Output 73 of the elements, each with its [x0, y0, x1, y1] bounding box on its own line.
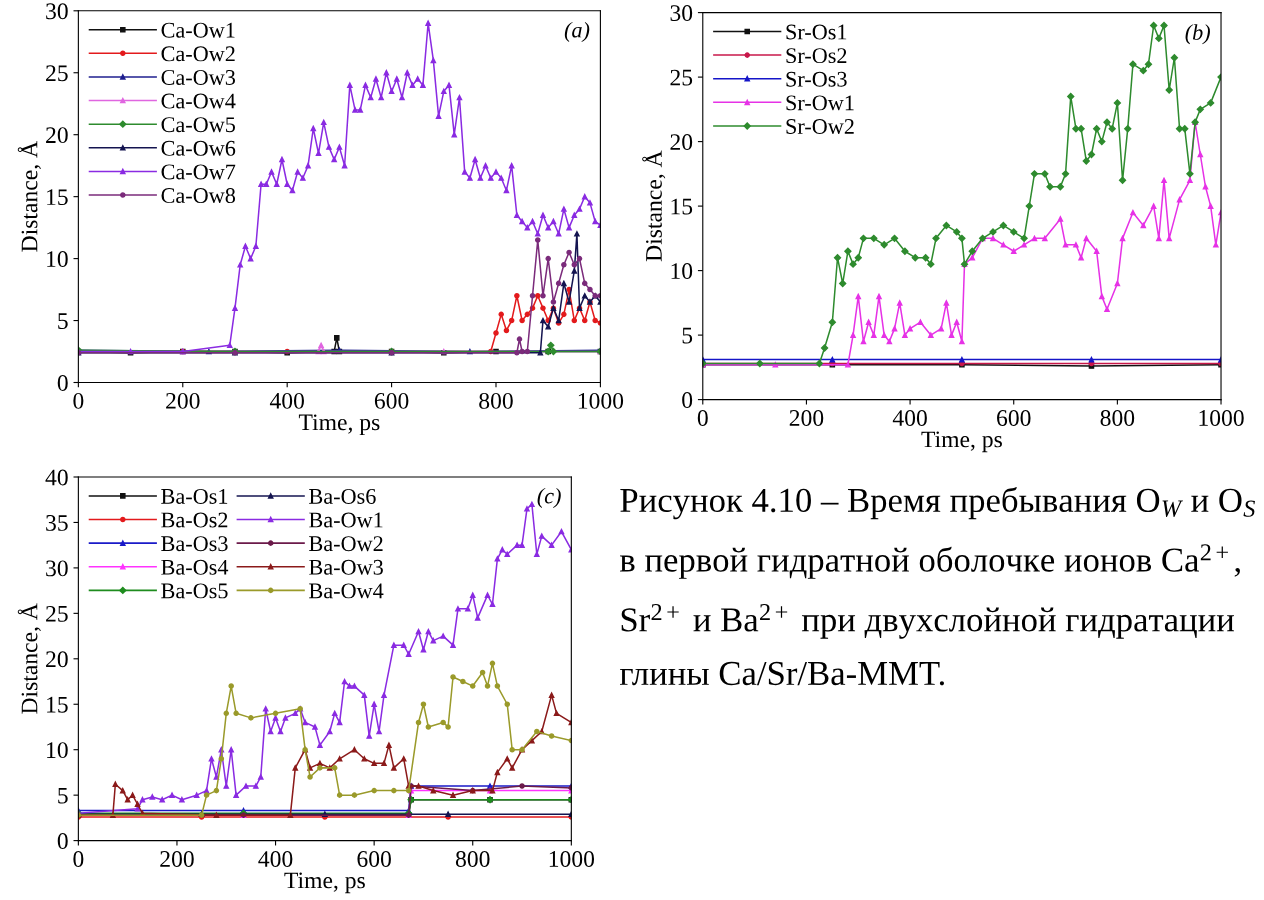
y-tick-label: 30 — [46, 3, 68, 20]
legend-label: Ba-Os3 — [161, 536, 228, 552]
y-tick-label: 25 — [46, 65, 68, 82]
y-tick-label: 30 — [46, 560, 68, 577]
x-axis-title: Time, ps — [921, 431, 1002, 453]
annotation: (a) — [564, 21, 590, 43]
x-tick-label: 1000 — [578, 392, 624, 409]
legend-label: Ba-Os5 — [161, 583, 228, 599]
y-tick-label: 5 — [58, 313, 68, 329]
x-tick-label: 800 — [1100, 410, 1135, 426]
x-tick-label: 800 — [455, 851, 490, 867]
x-tick-label: 800 — [479, 392, 513, 409]
x-tick-label: 1000 — [549, 851, 595, 867]
y-tick-label: 20 — [46, 651, 68, 668]
legend-label: Sr-Os2 — [786, 48, 847, 64]
x-axis-title: Time, ps — [284, 872, 365, 894]
x-tick-label: 200 — [166, 392, 200, 409]
annotation: (b) — [1185, 24, 1210, 45]
x-tick-label: 600 — [997, 410, 1031, 426]
y-tick-label: 20 — [670, 134, 693, 151]
y-axis-title: Distance, Å — [17, 141, 41, 252]
x-tick-label: 0 — [73, 392, 84, 409]
x-tick-label: 1000 — [1199, 410, 1244, 426]
y-tick-label: 40 — [45, 469, 68, 486]
y-tick-label: 10 — [671, 263, 693, 280]
legend-label: Ca-Ow1 — [161, 22, 235, 38]
x-tick-label: 400 — [269, 392, 304, 409]
legend-label: Ba-Ow4 — [309, 583, 384, 599]
y-tick-label: 0 — [57, 833, 68, 850]
legend-label: Ba-Ow3 — [309, 559, 383, 575]
x-tick-label: 0 — [73, 851, 84, 867]
y-axis-title: Distance, Å — [17, 603, 41, 714]
legend-label: Ba-Ow1 — [309, 512, 383, 528]
x-tick-label: 600 — [357, 851, 391, 867]
y-axis-title: Distance, Å — [642, 150, 666, 262]
legend-label: Ca-Ow4 — [161, 93, 236, 109]
legend-label: Sr-Os1 — [786, 24, 847, 40]
y-tick-label: 10 — [47, 251, 68, 268]
legend-label: Sr-Os3 — [786, 71, 847, 87]
legend-label: Ba-Os6 — [309, 488, 376, 504]
legend-label: Sr-Ow1 — [786, 95, 854, 111]
y-tick-label: 15 — [47, 696, 68, 713]
annotation: (c) — [537, 487, 561, 509]
legend-label: Ca-Ow5 — [161, 117, 236, 133]
x-tick-label: 200 — [160, 851, 194, 867]
legend-label: Ca-Ow3 — [161, 69, 236, 85]
legend-label: Ca-Ow7 — [161, 164, 236, 180]
y-tick-label: 35 — [46, 515, 68, 531]
x-axis-title: Time, ps — [298, 414, 380, 436]
y-tick-label: 25 — [46, 605, 68, 622]
y-tick-label: 5 — [682, 327, 693, 344]
legend-label: Ca-Ow2 — [161, 46, 235, 62]
legend-label: Ba-Os4 — [161, 559, 229, 575]
x-tick-label: 200 — [789, 410, 824, 426]
y-tick-label: 15 — [671, 198, 693, 215]
y-tick-label: 10 — [47, 742, 68, 759]
y-tick-label: 0 — [57, 374, 68, 391]
legend-label: Ba-Ow2 — [309, 536, 383, 552]
x-tick-label: 400 — [258, 851, 293, 867]
legend-label: Ba-Os1 — [161, 488, 228, 504]
y-tick-label: 15 — [47, 189, 68, 206]
x-tick-label: 600 — [374, 392, 409, 409]
legend-label: Ca-Ow8 — [161, 188, 236, 204]
y-tick-label: 30 — [670, 5, 693, 22]
legend-label: Sr-Ow2 — [786, 119, 854, 134]
legend-label: Ba-Os2 — [161, 512, 228, 528]
text: Рисунок 4.10 – Время пребывания O$_{W}$ и O$_{S}$ в первой гидратной оболочке ионов Ca$^{2+}$, Sr$^{2+}$ и Ba$^{2+}$ при двухслойной гидратации глины Ca/Sr/Ba-MMT. — [619, 486, 1255, 686]
y-tick-label: 20 — [46, 127, 68, 144]
x-tick-label: 0 — [697, 410, 708, 426]
x-tick-label: 400 — [892, 410, 927, 426]
y-tick-label: 5 — [58, 787, 68, 804]
y-tick-label: 25 — [670, 69, 693, 86]
legend-label: Ca-Ow6 — [161, 140, 236, 156]
